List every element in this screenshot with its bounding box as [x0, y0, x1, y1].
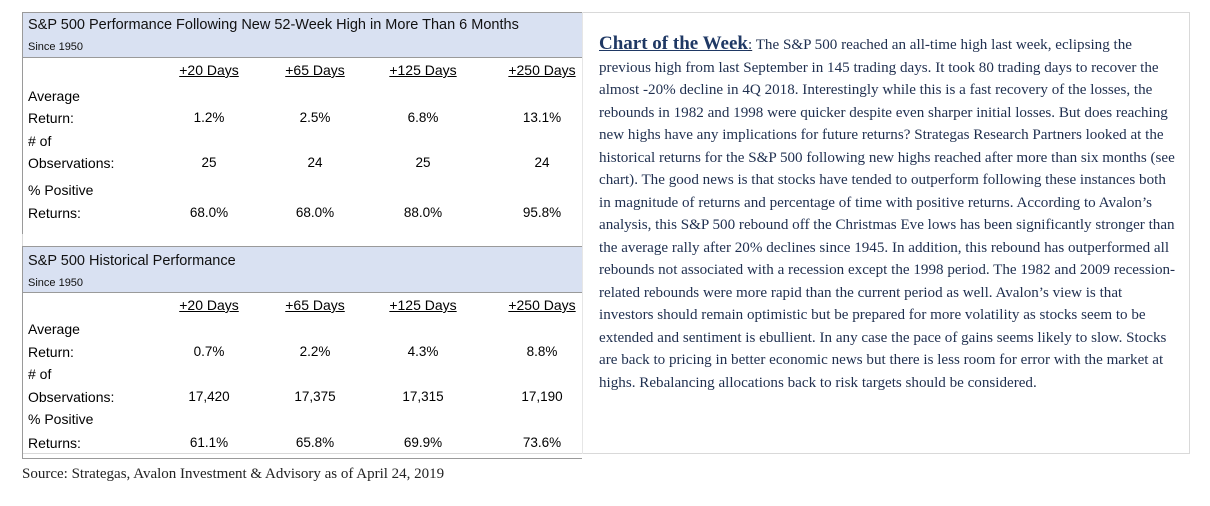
table-cell: 17,315	[402, 389, 444, 404]
row-label: Observations:	[28, 155, 115, 171]
column-header: +65 Days	[285, 297, 345, 313]
table-cell: 6.8%	[407, 110, 439, 125]
chart-of-the-week-commentary: Chart of the Week: The S&P 500 reached a…	[599, 33, 1179, 394]
table-new-high-performance: S&P 500 Performance Following New 52-Wee…	[22, 12, 582, 234]
column-header: +20 Days	[179, 297, 239, 313]
row-label: % Positive	[28, 182, 94, 198]
column-header: +20 Days	[179, 62, 239, 78]
table-title: S&P 500 Performance Following New 52-Wee…	[28, 17, 519, 33]
row-label: Observations:	[28, 389, 115, 405]
table-title: S&P 500 Historical Performance	[28, 253, 236, 269]
table-cell: 1.2%	[193, 110, 225, 125]
table-cell: 68.0%	[295, 205, 335, 220]
table-cell: 24	[307, 155, 323, 170]
table-cell: 17,420	[188, 389, 230, 404]
row-label: Average	[28, 321, 80, 337]
commentary-heading-colon: :	[748, 37, 753, 53]
table-cell: 17,375	[294, 389, 336, 404]
commentary-heading: Chart of the Week	[599, 33, 748, 54]
table-cell: 17,190	[521, 389, 563, 404]
table-cell: 88.0%	[403, 205, 443, 220]
table-cell: 73.6%	[522, 435, 562, 450]
table-body: +20 Days +65 Days +125 Days +250 Days Av…	[22, 293, 582, 459]
row-label: Returns:	[28, 205, 81, 221]
table-cell: 2.2%	[299, 344, 331, 359]
table-cell: 25	[201, 155, 217, 170]
table-cell: 8.8%	[526, 344, 558, 359]
column-header: +125 Days	[389, 62, 457, 78]
row-label: Return:	[28, 344, 74, 360]
column-header: +250 Days	[508, 62, 576, 78]
row-label: Return:	[28, 110, 74, 126]
table-header: S&P 500 Performance Following New 52-Wee…	[22, 12, 582, 58]
column-header: +250 Days	[508, 297, 576, 313]
table-cell: 4.3%	[407, 344, 439, 359]
table-cell: 2.5%	[299, 110, 331, 125]
table-header: S&P 500 Historical Performance Since 195…	[22, 246, 582, 293]
table-cell: 13.1%	[522, 110, 562, 125]
row-label: # of	[28, 366, 52, 382]
table-cell: 68.0%	[189, 205, 229, 220]
table-body: +20 Days +65 Days +125 Days +250 Days Av…	[22, 58, 582, 234]
table-subtitle: Since 1950	[28, 41, 84, 53]
table-cell: 65.8%	[295, 435, 335, 450]
table-cell: 25	[415, 155, 431, 170]
table-cell: 24	[534, 155, 550, 170]
table-subtitle: Since 1950	[28, 277, 84, 289]
table-cell: 0.7%	[193, 344, 225, 359]
table-cell: 61.1%	[189, 435, 229, 450]
row-label: % Positive	[28, 411, 94, 427]
table-cell: 69.9%	[403, 435, 443, 450]
row-label: Average	[28, 88, 80, 104]
table-historical-performance: S&P 500 Historical Performance Since 195…	[22, 246, 582, 459]
commentary-body: The S&P 500 reached an all-time high las…	[599, 37, 1176, 391]
column-divider	[582, 12, 583, 454]
row-label: Returns:	[28, 435, 81, 451]
column-header: +125 Days	[389, 297, 457, 313]
source-note: Source: Strategas, Avalon Investment & A…	[22, 466, 445, 482]
row-label: # of	[28, 133, 52, 149]
column-header: +65 Days	[285, 62, 345, 78]
table-cell: 95.8%	[522, 205, 562, 220]
